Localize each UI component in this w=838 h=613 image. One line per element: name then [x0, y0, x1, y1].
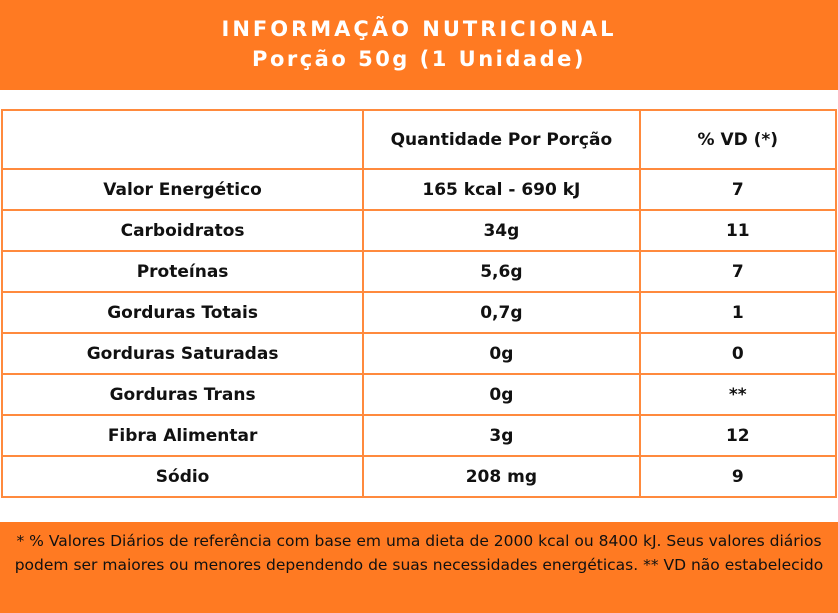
table-row: Valor Energético 165 kcal - 690 kJ 7: [0, 168, 838, 211]
vd-cell: **: [638, 373, 838, 416]
vd-cell: 0: [638, 332, 838, 375]
vd-cell: 7: [638, 168, 838, 211]
nutrition-table: Quantidade Por Porção % VD (*) Valor Ene…: [0, 109, 838, 498]
vd-cell: 12: [638, 414, 838, 457]
header-banner: INFORMAÇÃO NUTRICIONAL Porção 50g (1 Uni…: [0, 0, 838, 90]
quantity-cell: 208 mg: [362, 455, 641, 498]
column-header-quantity: Quantidade Por Porção: [362, 109, 641, 170]
table-row: Gorduras Trans 0g **: [0, 373, 838, 416]
nutrient-cell: Gorduras Saturadas: [0, 332, 365, 375]
table-row: Gorduras Totais 0,7g 1: [0, 291, 838, 334]
quantity-cell: 165 kcal - 690 kJ: [362, 168, 641, 211]
vd-cell: 11: [638, 209, 838, 252]
nutrient-cell: Carboidratos: [0, 209, 365, 252]
vd-cell: 7: [638, 250, 838, 293]
quantity-cell: 0g: [362, 332, 641, 375]
nutrient-cell: Sódio: [0, 455, 365, 498]
table-header-row: Quantidade Por Porção % VD (*): [0, 109, 838, 170]
footnote-text: * % Valores Diários de referência com ba…: [14, 532, 824, 574]
vd-cell: 1: [638, 291, 838, 334]
nutrient-cell: Valor Energético: [0, 168, 365, 211]
table-row: Proteínas 5,6g 7: [0, 250, 838, 293]
quantity-cell: 5,6g: [362, 250, 641, 293]
title: INFORMAÇÃO NUTRICIONAL: [221, 17, 617, 41]
table-row: Gorduras Saturadas 0g 0: [0, 332, 838, 375]
nutrient-cell: Gorduras Totais: [0, 291, 365, 334]
quantity-cell: 3g: [362, 414, 641, 457]
quantity-cell: 0g: [362, 373, 641, 416]
quantity-cell: 0,7g: [362, 291, 641, 334]
table-row: Carboidratos 34g 11: [0, 209, 838, 252]
table-row: Fibra Alimentar 3g 12: [0, 414, 838, 457]
column-header-vd: % VD (*): [638, 109, 838, 170]
footnote: * % Valores Diários de referência com ba…: [0, 522, 838, 613]
nutrient-cell: Gorduras Trans: [0, 373, 365, 416]
vd-cell: 9: [638, 455, 838, 498]
table-row: Sódio 208 mg 9: [0, 455, 838, 498]
nutrient-cell: Fibra Alimentar: [0, 414, 365, 457]
nutrient-cell: Proteínas: [0, 250, 365, 293]
serving-size: Porção 50g (1 Unidade): [252, 47, 586, 71]
column-header-nutrient: [0, 109, 365, 170]
quantity-cell: 34g: [362, 209, 641, 252]
